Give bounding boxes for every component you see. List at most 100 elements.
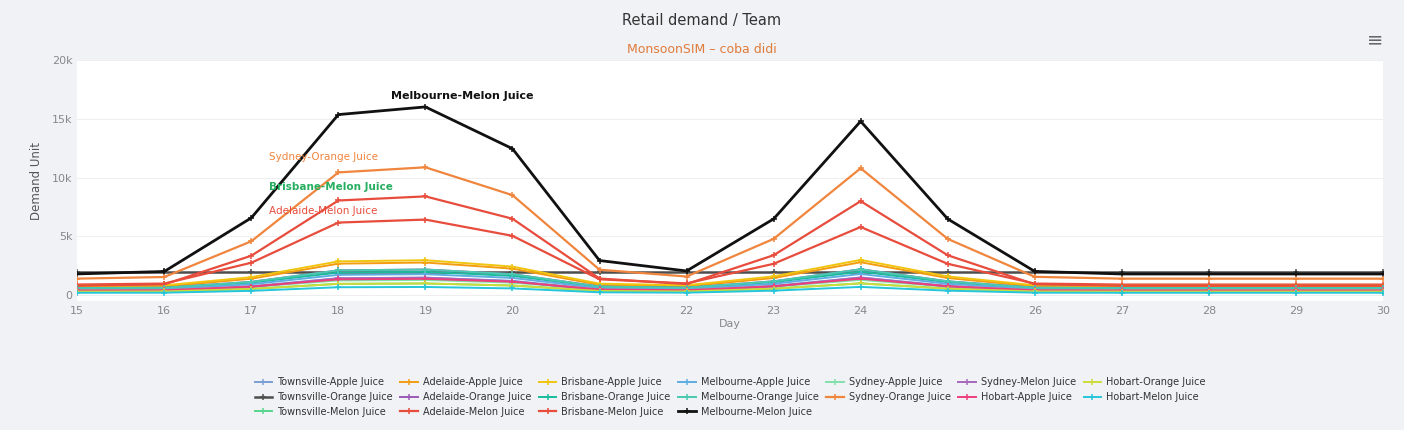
Townsville-Melon Juice xyxy=(1113,289,1130,294)
Sydney-Melon Juice xyxy=(765,284,782,289)
Sydney-Melon Juice xyxy=(678,289,695,294)
Townsville-Melon Juice xyxy=(330,281,347,286)
Sydney-Melon Juice xyxy=(156,289,173,294)
Brisbane-Apple Juice xyxy=(243,275,260,280)
Townsville-Apple Juice xyxy=(504,278,521,283)
Adelaide-Melon Juice xyxy=(504,233,521,238)
Melbourne-Apple Juice xyxy=(591,286,608,291)
Brisbane-Apple Juice xyxy=(1200,283,1217,288)
Sydney-Apple Juice xyxy=(939,284,956,289)
Brisbane-Apple Juice xyxy=(765,274,782,279)
Line: Adelaide-Orange Juice: Adelaide-Orange Juice xyxy=(74,266,1386,292)
Sydney-Orange Juice xyxy=(591,267,608,272)
Townsville-Orange Juice xyxy=(243,269,260,274)
Adelaide-Apple Juice xyxy=(243,276,260,281)
Line: Hobart-Melon Juice: Hobart-Melon Juice xyxy=(74,283,1386,296)
Adelaide-Melon Juice xyxy=(1375,282,1391,287)
Hobart-Orange Juice xyxy=(69,289,86,294)
Adelaide-Apple Juice xyxy=(939,276,956,281)
Brisbane-Orange Juice xyxy=(765,280,782,285)
Brisbane-Melon Juice xyxy=(1113,283,1130,288)
Sydney-Apple Juice xyxy=(417,277,434,283)
Line: Sydney-Melon Juice: Sydney-Melon Juice xyxy=(74,274,1386,295)
Adelaide-Melon Juice xyxy=(243,260,260,265)
Hobart-Orange Juice xyxy=(1200,289,1217,294)
Hobart-Melon Juice xyxy=(1113,290,1130,295)
Townsville-Melon Juice xyxy=(243,286,260,292)
Brisbane-Apple Juice xyxy=(1026,283,1043,288)
Adelaide-Melon Juice xyxy=(156,281,173,286)
Sydney-Orange Juice xyxy=(1287,276,1304,281)
Hobart-Apple Juice xyxy=(939,284,956,289)
Melbourne-Orange Juice xyxy=(156,285,173,290)
Melbourne-Apple Juice xyxy=(1375,287,1391,292)
Melbourne-Orange Juice xyxy=(417,267,434,272)
Brisbane-Orange Juice xyxy=(330,270,347,275)
Brisbane-Melon Juice xyxy=(504,216,521,221)
Sydney-Melon Juice xyxy=(1113,289,1130,294)
Sydney-Orange Juice xyxy=(417,165,434,170)
Melbourne-Melon Juice xyxy=(852,119,869,124)
Melbourne-Apple Juice xyxy=(678,286,695,292)
Adelaide-Orange Juice xyxy=(156,285,173,290)
Line: Melbourne-Apple Juice: Melbourne-Apple Juice xyxy=(74,270,1386,293)
Hobart-Apple Juice xyxy=(1200,288,1217,293)
Adelaide-Orange Juice xyxy=(852,267,869,272)
Melbourne-Melon Juice xyxy=(156,269,173,274)
Melbourne-Melon Juice xyxy=(69,271,86,276)
Townsville-Orange Juice xyxy=(504,269,521,274)
Melbourne-Apple Juice xyxy=(417,272,434,277)
Melbourne-Melon Juice xyxy=(591,258,608,263)
Sydney-Orange Juice xyxy=(678,274,695,279)
Sydney-Apple Juice xyxy=(591,287,608,292)
Melbourne-Apple Juice xyxy=(504,275,521,280)
Townsville-Apple Juice xyxy=(243,283,260,289)
Townsville-Melon Juice xyxy=(1026,289,1043,294)
Melbourne-Melon Juice xyxy=(1287,271,1304,276)
Hobart-Apple Juice xyxy=(504,279,521,284)
Hobart-Orange Juice xyxy=(1026,289,1043,294)
Hobart-Melon Juice xyxy=(678,290,695,295)
Brisbane-Melon Juice xyxy=(678,282,695,287)
Adelaide-Orange Juice xyxy=(939,279,956,284)
Sydney-Orange Juice xyxy=(939,237,956,242)
Melbourne-Melon Juice xyxy=(939,216,956,221)
Adelaide-Orange Juice xyxy=(69,286,86,291)
Townsville-Melon Juice xyxy=(939,286,956,291)
Townsville-Apple Juice xyxy=(69,288,86,293)
Hobart-Melon Juice xyxy=(591,290,608,295)
Sydney-Melon Juice xyxy=(417,275,434,280)
Adelaide-Apple Juice xyxy=(417,260,434,265)
Sydney-Orange Juice xyxy=(156,274,173,280)
Sydney-Apple Juice xyxy=(1113,288,1130,293)
Brisbane-Apple Juice xyxy=(1113,283,1130,288)
Adelaide-Apple Juice xyxy=(765,276,782,281)
Sydney-Orange Juice xyxy=(504,193,521,198)
Brisbane-Apple Juice xyxy=(330,259,347,264)
Brisbane-Melon Juice xyxy=(765,253,782,258)
Brisbane-Orange Juice xyxy=(1287,286,1304,291)
Line: Adelaide-Apple Juice: Adelaide-Apple Juice xyxy=(74,259,1386,290)
Hobart-Orange Juice xyxy=(852,281,869,286)
Sydney-Apple Juice xyxy=(1026,288,1043,293)
Line: Townsville-Orange Juice: Townsville-Orange Juice xyxy=(74,268,1386,275)
Hobart-Orange Juice xyxy=(417,281,434,286)
Sydney-Melon Juice xyxy=(330,276,347,281)
Hobart-Orange Juice xyxy=(156,289,173,294)
Adelaide-Apple Juice xyxy=(1200,284,1217,289)
Adelaide-Apple Juice xyxy=(678,284,695,289)
Adelaide-Orange Juice xyxy=(1375,286,1391,291)
Brisbane-Melon Juice xyxy=(1200,283,1217,288)
Brisbane-Melon Juice xyxy=(1026,282,1043,287)
Adelaide-Melon Juice xyxy=(678,281,695,286)
Hobart-Apple Juice xyxy=(1113,288,1130,293)
Brisbane-Apple Juice xyxy=(1287,283,1304,288)
Brisbane-Orange Juice xyxy=(1200,286,1217,291)
Hobart-Melon Juice xyxy=(852,284,869,289)
Sydney-Apple Juice xyxy=(243,284,260,289)
Townsville-Orange Juice xyxy=(591,269,608,274)
Sydney-Melon Juice xyxy=(69,289,86,294)
Hobart-Orange Juice xyxy=(243,286,260,292)
Sydney-Melon Juice xyxy=(852,275,869,280)
Townsville-Apple Juice xyxy=(1287,288,1304,293)
